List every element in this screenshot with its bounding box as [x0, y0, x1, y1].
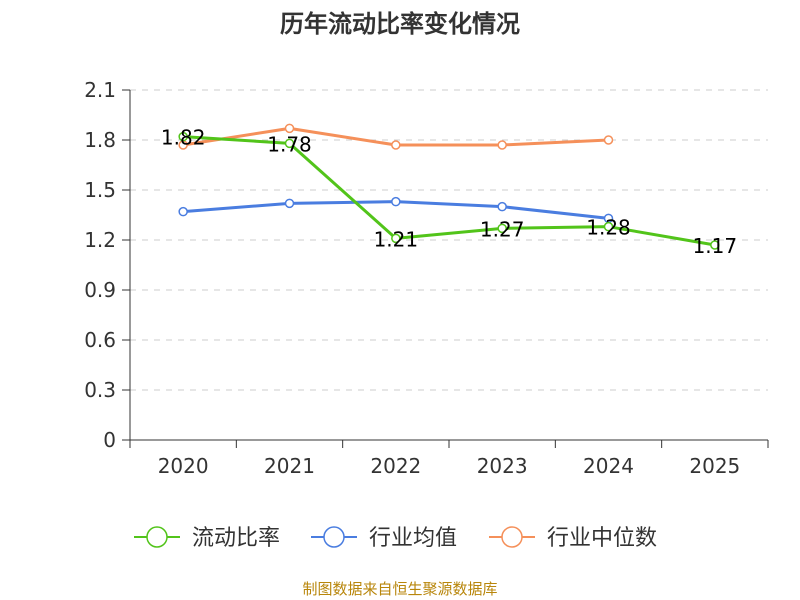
legend-marker[interactable]: [501, 526, 523, 548]
x-tick-label: 2025: [689, 454, 740, 478]
x-tick-label: 2023: [477, 454, 528, 478]
data-label: 1.27: [480, 217, 525, 241]
y-tick-label: 1.2: [84, 228, 116, 252]
data-label: 1.28: [586, 216, 631, 240]
source-note: 制图数据来自恒生聚源数据库: [302, 580, 497, 598]
series-line: [183, 135, 716, 247]
axes: 0 0.3 0.6 0.9 1.2 1.5 1.8 2.1 2020 2021 2022 2023 20…: [84, 78, 769, 478]
legend-marker[interactable]: [323, 526, 345, 548]
data-label: 1.82: [161, 126, 206, 150]
y-tick-label: 1.8: [84, 128, 116, 152]
legend-label[interactable]: 流动比率: [192, 526, 280, 551]
data-point[interactable]: [603, 221, 614, 232]
legend-marker[interactable]: [146, 526, 168, 548]
y-tick-label: 0.6: [84, 328, 116, 352]
data-label: 1.21: [374, 227, 419, 251]
data-point[interactable]: [284, 123, 295, 134]
data-point[interactable]: [603, 135, 614, 145]
chart-title: 历年流动比率变化情况: [280, 10, 520, 38]
data-point[interactable]: [178, 206, 188, 217]
data-point[interactable]: [497, 223, 507, 234]
data-point[interactable]: [497, 140, 507, 150]
y-tick-label: 1.5: [84, 178, 116, 202]
y-tick-label: 0.3: [84, 378, 116, 402]
legend[interactable]: 流动比率 行业均值 行业中位数: [134, 526, 657, 551]
y-tick-label: 0.9: [84, 278, 116, 302]
x-tick-label: 2024: [583, 454, 634, 478]
legend-label[interactable]: 行业中位数: [547, 526, 657, 551]
grid-lines: [130, 89, 768, 391]
data-point[interactable]: [391, 233, 401, 244]
x-tick-label: 2022: [370, 454, 421, 478]
y-tick-label: 2.1: [84, 78, 116, 102]
data-point[interactable]: [284, 198, 295, 209]
data-point[interactable]: [178, 131, 188, 142]
series-group: [178, 123, 720, 250]
x-tick-label: 2021: [264, 454, 315, 478]
data-point[interactable]: [284, 138, 295, 149]
data-point[interactable]: [710, 240, 720, 250]
data-label: 1.78: [267, 132, 312, 156]
data-point[interactable]: [497, 201, 507, 212]
y-tick-label: 0: [103, 428, 116, 452]
data-point[interactable]: [391, 196, 401, 207]
data-label: 1.17: [693, 234, 738, 258]
data-labels: 1.82 1.78 1.21 1.27 1.28 1.17: [161, 126, 737, 258]
x-tick-label: 2020: [158, 454, 209, 478]
data-point[interactable]: [391, 140, 401, 150]
legend-label[interactable]: 行业均值: [369, 526, 457, 551]
